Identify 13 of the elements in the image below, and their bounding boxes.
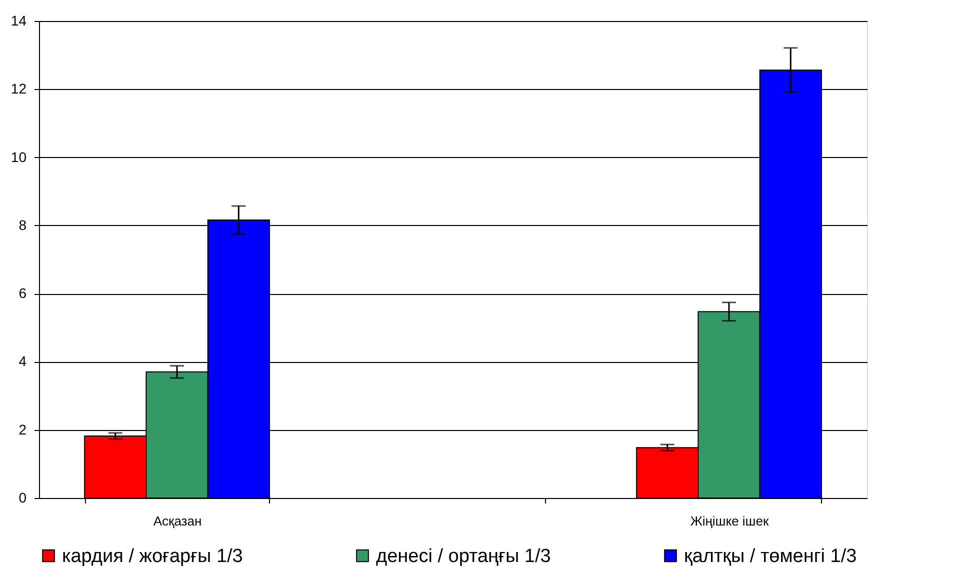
y-tick-label: 0 xyxy=(18,490,27,506)
y-tick-label: 4 xyxy=(18,353,27,370)
y-tick-label: 2 xyxy=(18,421,27,438)
y-tick-label: 10 xyxy=(10,148,27,165)
x-tick-label: Асқазан xyxy=(153,514,202,528)
y-tick-label: 14 xyxy=(10,12,27,28)
y-tick-label: 6 xyxy=(18,285,27,302)
legend-label: кардия / жоғарғы 1/3 xyxy=(62,546,243,567)
y-tick-label: 8 xyxy=(18,216,27,233)
y-tick-label: 12 xyxy=(10,80,27,97)
legend-label: денесі / ортаңғы 1/3 xyxy=(376,546,551,567)
legend-label: қалтқы / төменгі 1/3 xyxy=(684,546,857,567)
x-tick-label: Жіңішке ішек xyxy=(690,514,769,528)
